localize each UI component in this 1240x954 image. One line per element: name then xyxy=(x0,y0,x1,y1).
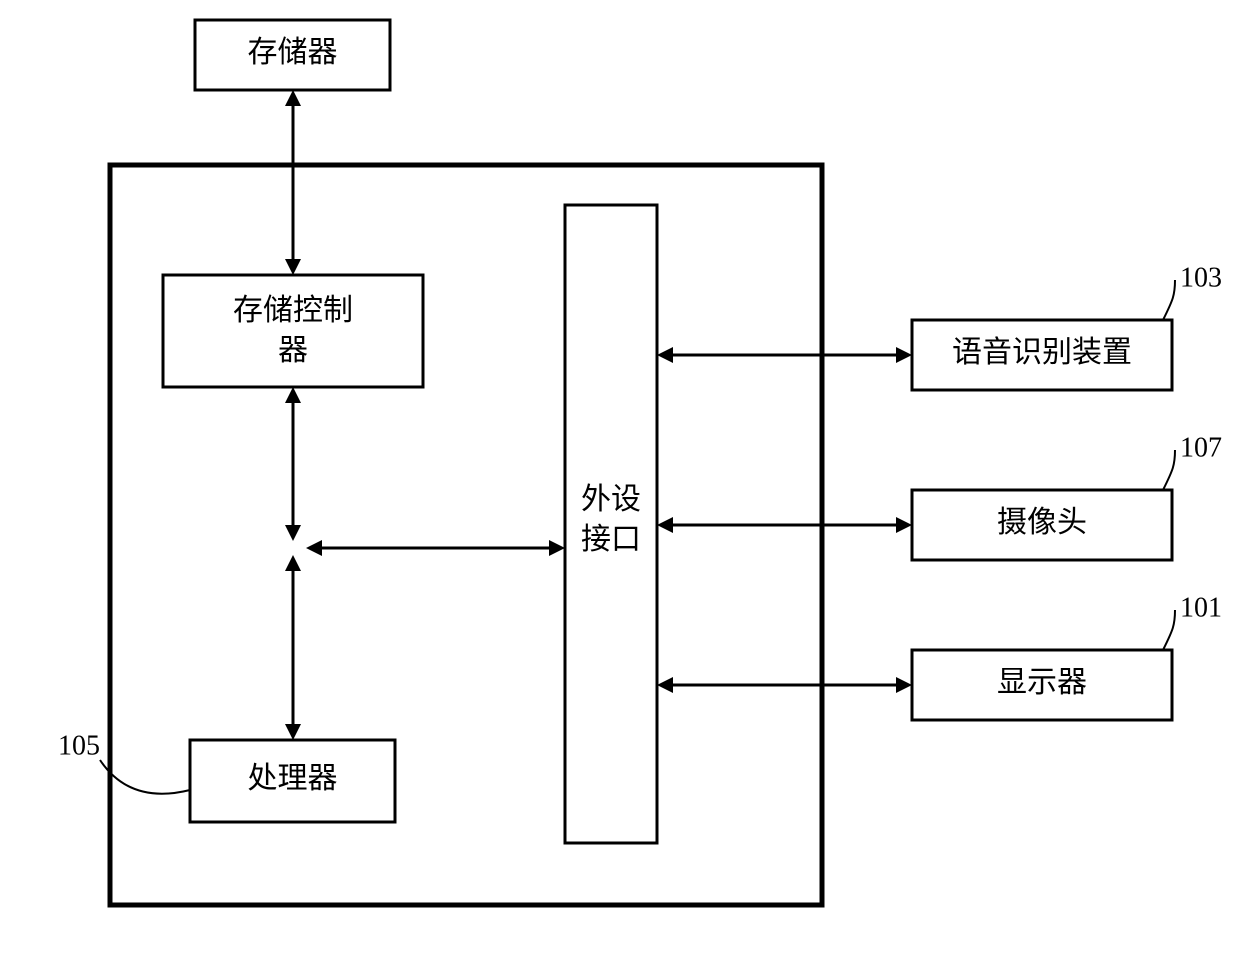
node-label-display: 显示器 xyxy=(997,666,1087,699)
node-label-processor: 处理器 xyxy=(248,762,338,795)
node-label-peripheral-1: 外设 xyxy=(581,483,641,516)
node-label-speech: 语音识别装置 xyxy=(952,336,1132,369)
ref-label-105: 105 xyxy=(58,730,100,761)
leader-107 xyxy=(1163,450,1175,490)
node-label-storage_controller-2: 器 xyxy=(278,334,308,367)
leader-101 xyxy=(1163,610,1175,650)
arrow-head xyxy=(896,347,912,363)
ref-label-101: 101 xyxy=(1180,592,1222,623)
node-label-camera: 摄像头 xyxy=(997,506,1087,539)
node-label-memory: 存储器 xyxy=(248,36,338,69)
node-label-storage_controller-1: 存储控制 xyxy=(233,294,353,327)
ref-label-103: 103 xyxy=(1180,262,1222,293)
node-label-peripheral-2: 接口 xyxy=(581,523,641,556)
node-storage_controller xyxy=(163,275,423,387)
arrow-head xyxy=(896,517,912,533)
diagram-canvas: 存储器存储控制器处理器 外设接口 语音识别装置摄像头显示器 105 103 107 101 xyxy=(0,0,1240,954)
arrow-head xyxy=(896,677,912,693)
leader-103 xyxy=(1163,280,1175,320)
arrow-head xyxy=(285,90,301,106)
ref-label-107: 107 xyxy=(1180,432,1222,463)
